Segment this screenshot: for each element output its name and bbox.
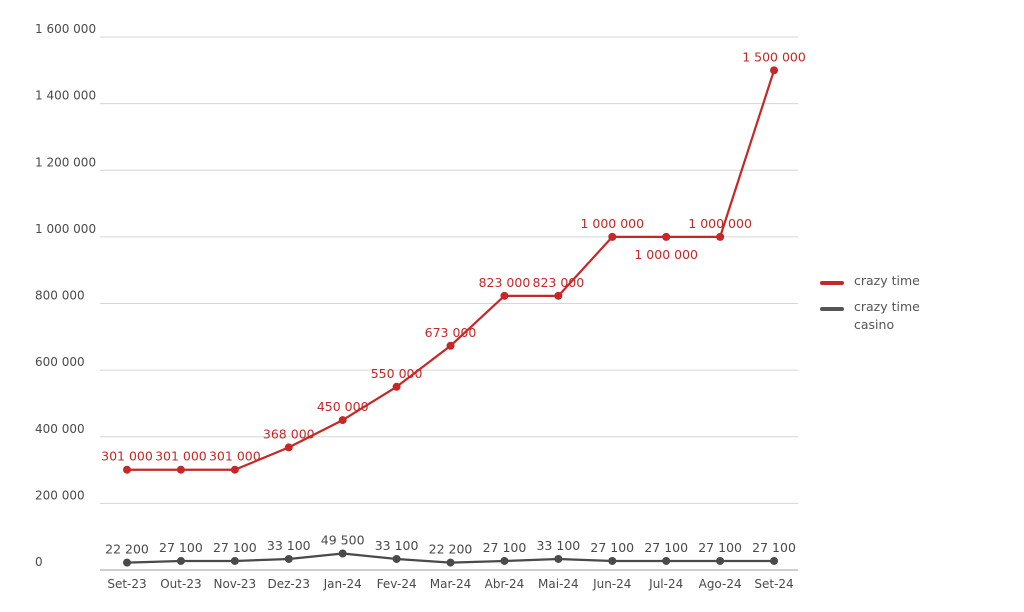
data-point xyxy=(446,341,455,350)
data-label: 33 100 xyxy=(375,538,419,553)
data-label: 1 500 000 xyxy=(742,49,806,64)
y-tick-label: 200 000 xyxy=(35,488,85,502)
x-tick-label: Nov-23 xyxy=(213,577,256,591)
x-tick-label: Jun-24 xyxy=(592,577,631,591)
x-tick-label: Jan-24 xyxy=(323,577,362,591)
data-point xyxy=(284,554,293,563)
data-point xyxy=(123,558,131,567)
y-tick-label: 1 000 000 xyxy=(35,222,96,236)
data-point xyxy=(662,232,671,241)
data-label: 27 100 xyxy=(159,540,203,555)
x-tick-label: Set-24 xyxy=(754,577,793,591)
data-point xyxy=(230,465,239,474)
series-line xyxy=(127,69,776,471)
y-tick-label: 1 400 000 xyxy=(35,89,96,103)
data-point xyxy=(392,382,401,391)
y-tick-label: 600 000 xyxy=(35,355,85,369)
y-tick-label: 1 600 000 xyxy=(35,22,96,36)
data-point xyxy=(500,556,509,565)
legend-label-crazy-time-casino: crazy time casino xyxy=(854,299,920,332)
data-label: 1 000 000 xyxy=(634,247,698,262)
x-tick-label: Ago-24 xyxy=(699,577,742,591)
data-point xyxy=(392,554,401,563)
data-point xyxy=(500,291,509,300)
data-label: 301 000 xyxy=(101,449,153,464)
data-point xyxy=(716,556,725,565)
data-label: 27 100 xyxy=(752,540,796,555)
y-axis-ticks: 0 200 000 400 000 600 000 800 000 1 000 000 1 … xyxy=(35,22,96,569)
x-axis-ticks: Set-23 Out-23 Nov-23 Dez-23 Jan-24 Fev-24 Mar-… xyxy=(107,577,793,591)
series-points xyxy=(123,66,779,567)
legend: crazy time crazy time casino xyxy=(820,272,944,342)
x-tick-label: Dez-23 xyxy=(267,577,310,591)
data-point xyxy=(716,232,725,241)
data-label: 33 100 xyxy=(536,538,580,553)
x-tick-label: Set-23 xyxy=(107,577,146,591)
data-point xyxy=(176,465,185,474)
x-tick-label: Jul-24 xyxy=(648,577,683,591)
legend-item-crazy-time: crazy time xyxy=(820,272,944,290)
data-label: 27 100 xyxy=(590,540,634,555)
grid-lines xyxy=(100,36,798,571)
data-label: 27 100 xyxy=(698,540,742,555)
data-point xyxy=(770,556,779,565)
data-label: 27 100 xyxy=(644,540,688,555)
x-tick-label: Out-23 xyxy=(160,577,201,591)
data-label: 33 100 xyxy=(267,538,311,553)
data-label: 49 500 xyxy=(321,533,365,548)
y-tick-label: 800 000 xyxy=(35,289,85,303)
data-point xyxy=(284,443,293,452)
series-lines xyxy=(126,69,776,564)
y-tick-label: 1 200 000 xyxy=(35,155,96,169)
data-point xyxy=(554,554,563,563)
data-point xyxy=(446,558,455,567)
x-tick-label: Abr-24 xyxy=(485,577,525,591)
data-label: 823 000 xyxy=(533,275,585,290)
data-point xyxy=(770,66,779,75)
data-label: 450 000 xyxy=(317,399,369,414)
x-tick-label: Fev-24 xyxy=(377,577,417,591)
data-point xyxy=(123,465,131,474)
data-point xyxy=(176,556,185,565)
legend-swatch-crazy-time xyxy=(820,281,844,285)
data-label: 27 100 xyxy=(213,540,257,555)
y-tick-label: 400 000 xyxy=(35,422,85,436)
data-label: 823 000 xyxy=(479,275,531,290)
legend-label-crazy-time: crazy time xyxy=(854,273,920,288)
data-point xyxy=(662,556,671,565)
data-point xyxy=(554,291,563,300)
data-point xyxy=(338,549,347,558)
data-label: 550 000 xyxy=(371,366,423,381)
data-label: 673 000 xyxy=(425,325,477,340)
data-label: 301 000 xyxy=(209,449,261,464)
x-tick-label: Mai-24 xyxy=(538,577,579,591)
data-label: 1 000 000 xyxy=(688,216,752,231)
data-label: 27 100 xyxy=(483,540,527,555)
legend-item-crazy-time-casino: crazy time casino xyxy=(820,298,944,334)
data-point xyxy=(608,556,617,565)
data-point xyxy=(608,232,617,241)
legend-swatch-crazy-time-casino xyxy=(820,307,844,311)
x-tick-label: Mar-24 xyxy=(430,577,471,591)
data-label: 22 200 xyxy=(105,542,149,557)
data-label: 22 200 xyxy=(429,542,473,557)
data-label: 1 000 000 xyxy=(580,216,644,231)
data-point xyxy=(230,556,239,565)
data-label: 301 000 xyxy=(155,449,207,464)
y-tick-label: 0 xyxy=(35,555,43,569)
data-point xyxy=(338,416,347,425)
data-label: 368 000 xyxy=(263,426,315,441)
